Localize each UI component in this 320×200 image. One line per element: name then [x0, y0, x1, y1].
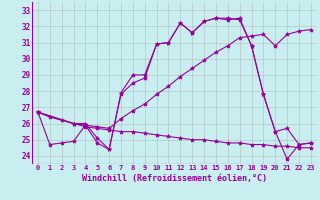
X-axis label: Windchill (Refroidissement éolien,°C): Windchill (Refroidissement éolien,°C)	[82, 174, 267, 183]
